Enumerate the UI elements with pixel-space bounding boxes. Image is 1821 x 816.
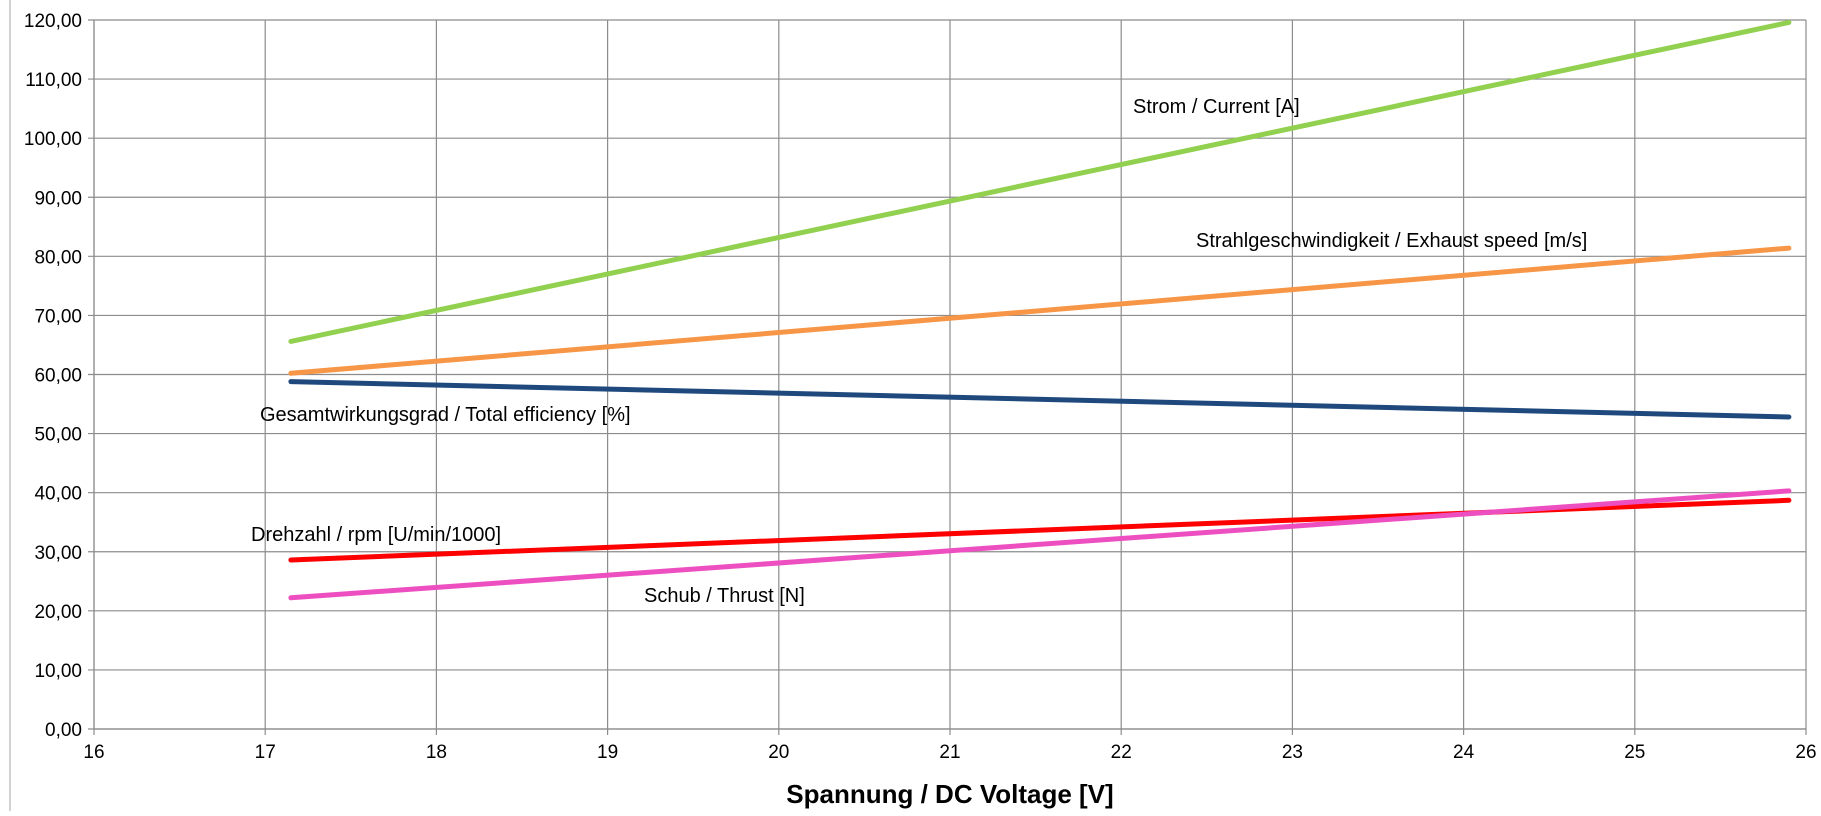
series-label: Strahlgeschwindigkeit / Exhaust speed [m… bbox=[1196, 230, 1587, 252]
x-tick-label: 20 bbox=[768, 742, 789, 763]
y-tick-label: 70,00 bbox=[34, 306, 82, 327]
series-label: Gesamtwirkungsgrad / Total efficiency [%… bbox=[260, 404, 631, 426]
y-tick-label: 20,00 bbox=[34, 602, 82, 623]
y-tick-label: 80,00 bbox=[34, 247, 82, 268]
series-label: Drehzahl / rpm [U/min/1000] bbox=[251, 524, 501, 546]
series-line bbox=[288, 488, 1792, 601]
x-tick-label: 21 bbox=[939, 742, 960, 763]
y-tick-label: 40,00 bbox=[34, 484, 82, 505]
x-tick-label: 24 bbox=[1453, 742, 1475, 763]
series-line bbox=[288, 19, 1792, 344]
series-line bbox=[288, 245, 1792, 376]
x-tick-label: 16 bbox=[83, 742, 104, 763]
x-tick-label: 17 bbox=[255, 742, 276, 763]
x-axis-title: Spannung / DC Voltage [V] bbox=[786, 779, 1113, 809]
y-tick-label: 30,00 bbox=[34, 543, 82, 564]
y-tick-label: 110,00 bbox=[25, 70, 82, 91]
x-tick-label: 19 bbox=[597, 742, 618, 763]
series-label: Strom / Current [A] bbox=[1133, 96, 1300, 118]
x-tick-label: 22 bbox=[1111, 742, 1132, 763]
y-tick-label: 50,00 bbox=[34, 425, 82, 446]
y-tick-label: 0,00 bbox=[45, 720, 82, 741]
x-tick-label: 26 bbox=[1795, 742, 1816, 763]
x-tick-label: 23 bbox=[1282, 742, 1303, 763]
x-tick-label: 25 bbox=[1624, 742, 1645, 763]
y-tick-label: 120,00 bbox=[24, 11, 82, 32]
y-tick-label: 60,00 bbox=[34, 366, 82, 387]
y-tick-label: 100,00 bbox=[24, 129, 82, 150]
y-tick-label: 10,00 bbox=[34, 661, 82, 682]
x-tick-label: 18 bbox=[426, 742, 447, 763]
series-line bbox=[288, 379, 1792, 420]
y-tick-label: 90,00 bbox=[34, 188, 82, 209]
series-label: Schub / Thrust [N] bbox=[644, 585, 805, 607]
